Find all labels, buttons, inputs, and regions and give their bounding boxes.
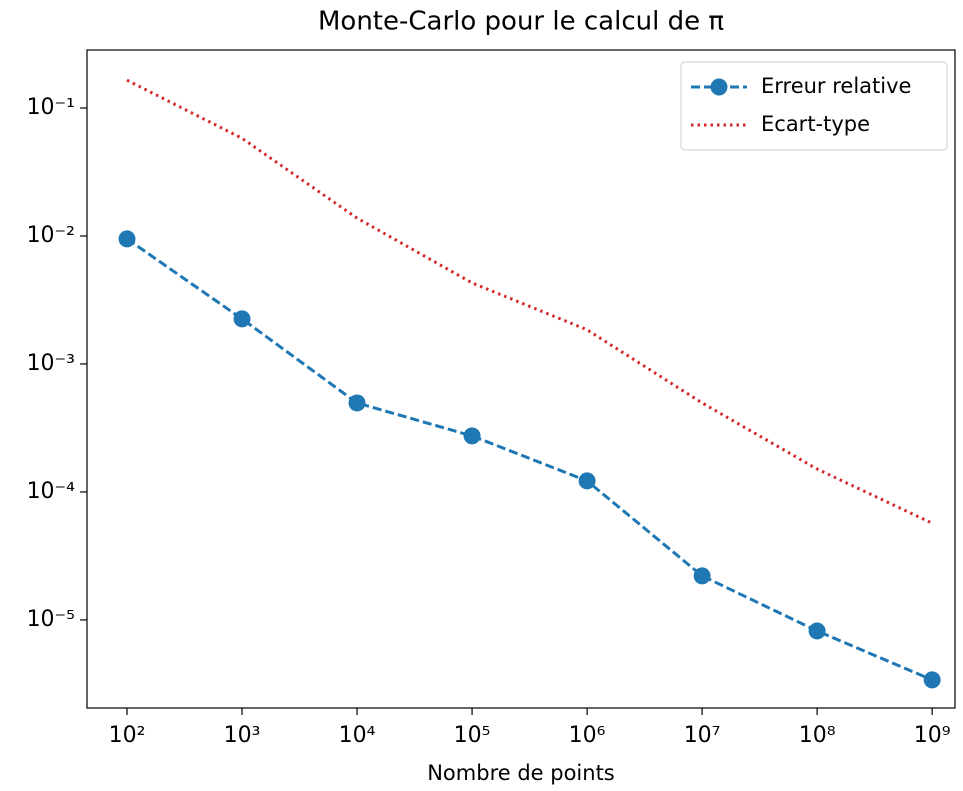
legend-label: Erreur relative — [761, 74, 911, 98]
series-marker — [463, 427, 481, 445]
y-tick-label: 10⁻² — [27, 223, 75, 248]
y-tick-label: 10⁻⁴ — [27, 479, 76, 504]
x-tick-label: 10⁷ — [684, 723, 721, 748]
y-tick-label: 10⁻³ — [27, 351, 75, 376]
series-marker — [578, 472, 596, 490]
series-marker — [693, 567, 711, 585]
x-axis-label: Nombre de points — [427, 761, 615, 785]
series-marker — [808, 622, 826, 640]
x-tick-label: 10⁴ — [339, 723, 376, 748]
x-tick-label: 10⁶ — [569, 723, 606, 748]
y-tick-label: 10⁻¹ — [27, 95, 75, 120]
x-tick-label: 10⁸ — [799, 723, 836, 748]
series-marker — [348, 394, 366, 412]
legend-label: Ecart-type — [761, 112, 870, 136]
x-tick-label: 10³ — [224, 723, 261, 748]
series-line — [126, 78, 933, 525]
x-tick-label: 10² — [109, 723, 146, 748]
chart-title: Monte-Carlo pour le calcul de π — [318, 7, 724, 37]
series-marker — [233, 310, 251, 328]
x-tick-label: 10⁵ — [454, 723, 491, 748]
series-line — [126, 237, 933, 682]
x-tick-label: 10⁹ — [914, 723, 951, 748]
series-marker — [118, 230, 136, 248]
y-tick-label: 10⁻⁵ — [27, 607, 75, 632]
legend: Erreur relative Ecart-type — [680, 61, 948, 151]
legend-marker — [710, 78, 728, 96]
legend-box — [680, 61, 948, 151]
plot-frame — [86, 49, 956, 709]
series-marker — [923, 671, 941, 689]
